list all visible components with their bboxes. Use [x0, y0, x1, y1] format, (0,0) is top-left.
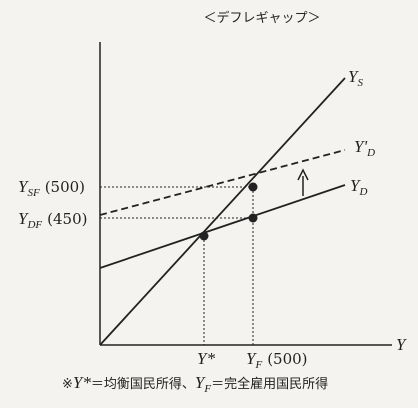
full-employment-supply-point — [248, 182, 258, 192]
text-part: Y* — [73, 373, 91, 392]
x-axis-label: Y — [396, 335, 407, 354]
text-part: F — [254, 359, 262, 371]
text-part: Y' — [354, 137, 367, 156]
text-part: F — [203, 383, 211, 395]
text-part: Y — [246, 349, 257, 368]
demand-line — [99, 184, 346, 269]
text-part: S — [357, 77, 363, 89]
supply-line — [99, 77, 346, 346]
text-part: DF — [26, 219, 42, 231]
text-part: Y — [195, 373, 206, 392]
text-part: D — [358, 186, 367, 198]
supply-label: YS — [348, 67, 363, 89]
title: ＜デフレギャップ＞ — [203, 10, 320, 26]
ysf-label: YSF (500) — [18, 177, 85, 199]
text-part: ※ — [62, 377, 73, 392]
equilibrium-label: Y* — [197, 349, 215, 368]
text-part: SF — [27, 187, 40, 199]
shifted-demand-label: Y'D — [354, 137, 375, 159]
shifted-demand-line — [99, 149, 346, 216]
demand-label: YD — [350, 176, 367, 198]
text-part: ＝完全雇用国民所得 — [211, 376, 328, 392]
text-part: D — [366, 147, 375, 159]
full-employment-label: YF (500) — [246, 349, 308, 371]
guides — [100, 186, 254, 345]
text-part: (450) — [47, 210, 87, 228]
text-part: Y — [18, 209, 29, 228]
text-part: Y — [18, 177, 29, 196]
equilibrium-point — [199, 231, 209, 241]
full-employment-demand-point — [248, 213, 258, 223]
text-part: Y — [348, 67, 359, 86]
shift-arrow — [297, 168, 309, 196]
text-part: Y — [350, 176, 361, 195]
ydf-label: YDF (450) — [18, 209, 87, 231]
footnote: ※Y*＝均衡国民所得、YF＝完全雇用国民所得 — [62, 373, 328, 395]
text-part: ＝均衡国民所得、 — [91, 376, 195, 392]
text-part: (500) — [45, 178, 85, 196]
text-part: (500) — [267, 350, 307, 368]
